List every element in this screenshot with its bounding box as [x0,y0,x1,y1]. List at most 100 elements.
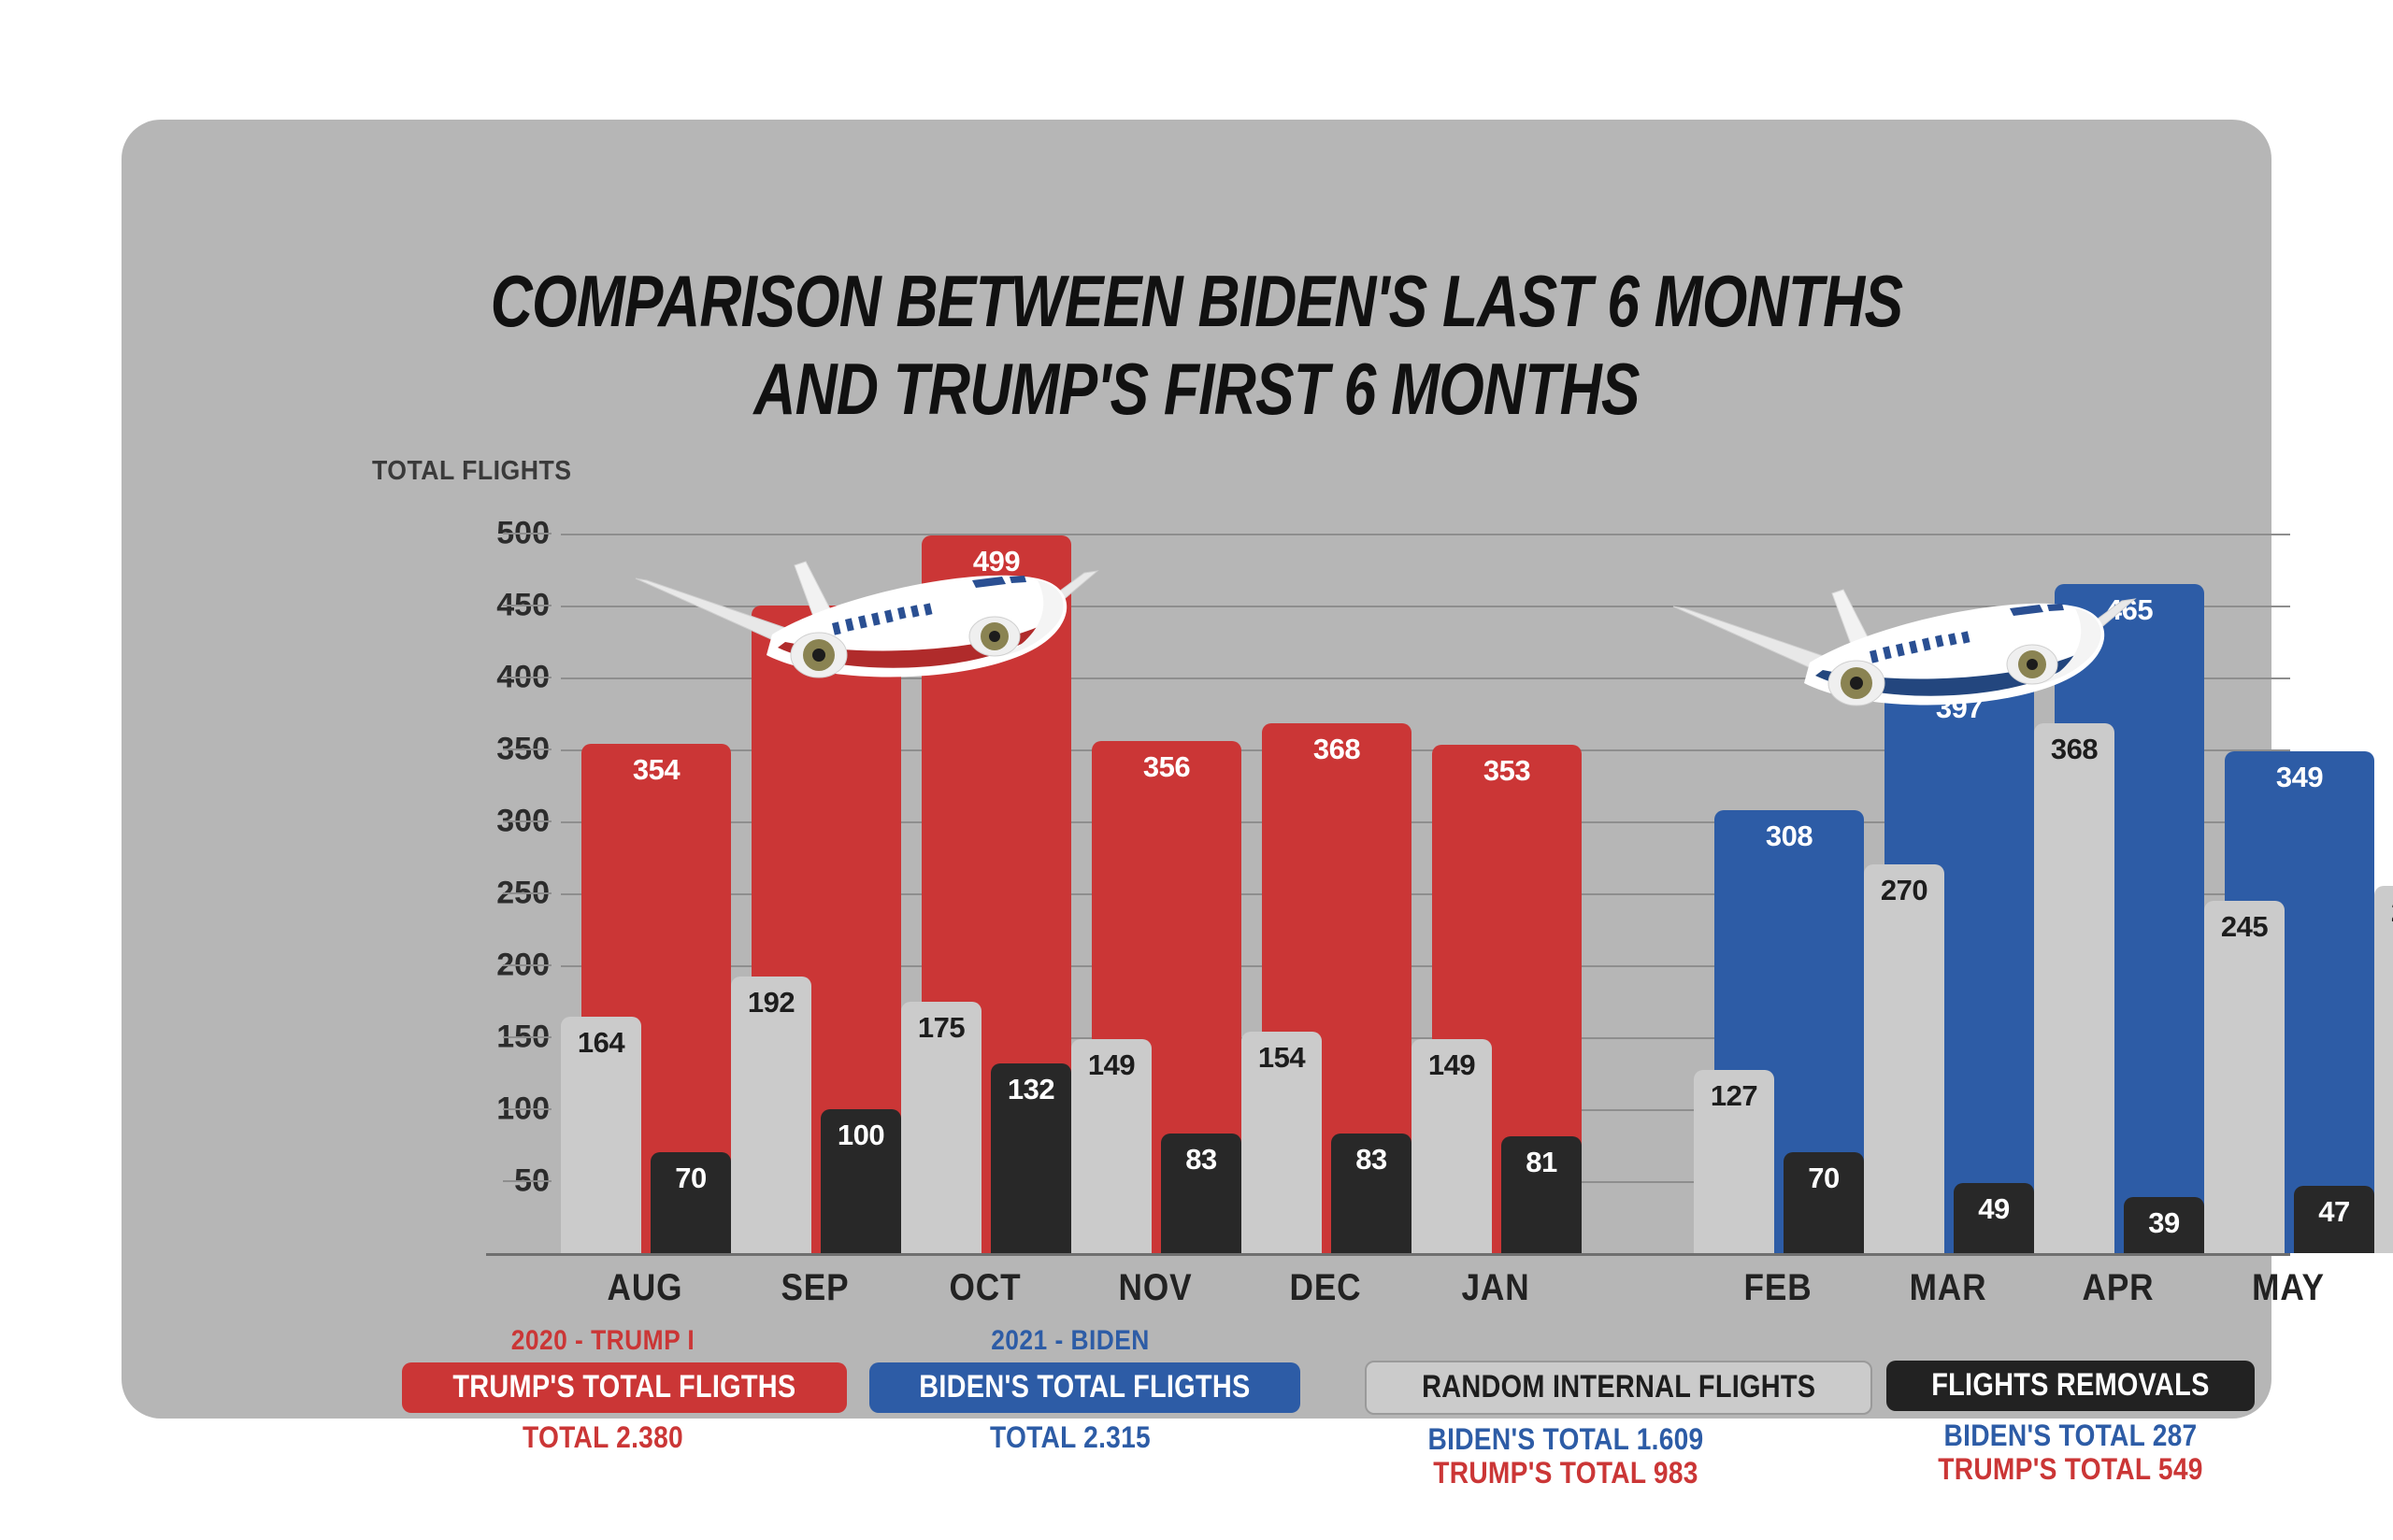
gridline [561,893,2290,895]
bar-value-label: 149 [1427,1048,1476,1081]
bar-value-label: 70 [1808,1162,1840,1195]
bar-group-dec: 368 154 83 DEC [1241,534,1411,1308]
bar-value-label: 164 [577,1026,625,1060]
legend-item-trump-total: 2020 - TRUMP I TRUMP'S TOTAL FLIGTHS TOTAL… [402,1325,847,1454]
gridline [561,749,2290,751]
bar-random-internal-aug[interactable]: 164 [561,1017,641,1253]
gridline [561,534,2290,535]
bar-group-sep: 450 192 100 SEP [731,534,901,1308]
bar-flights-removals-dec[interactable]: 83 [1331,1134,1411,1253]
bar-value-label: 397 [1935,691,1984,724]
bar-random-internal-jun[interactable]: 255 [2374,886,2393,1253]
chart-legend: 2020 - TRUMP I TRUMP'S TOTAL FLIGTHS TOTAL… [122,1325,2271,1540]
bar-random-internal-may[interactable]: 245 [2204,900,2285,1253]
y-axis-tick-mark [503,749,552,750]
bar-random-internal-feb[interactable]: 127 [1694,1070,1774,1253]
bar-group-jun: 33925535JUN [2374,534,2393,1253]
x-axis-label-jan: JAN [1461,1267,1530,1308]
bar-random-internal-apr[interactable]: 368 [2034,723,2114,1253]
x-axis-label-apr: APR [2082,1267,2155,1308]
x-axis-label-dec: DEC [1289,1267,1362,1308]
bar-random-internal-jan[interactable]: 149 [1411,1038,1492,1253]
page-title: COMPARISON BETWEEN BIDEN'S LAST 6 MONTHS… [122,260,2271,430]
bar-value-label: 308 [1765,819,1813,852]
bar-flights-removals-jan[interactable]: 81 [1501,1136,1582,1253]
bar-random-internal-sep[interactable]: 192 [731,977,811,1253]
bar-value-label: 450 [802,615,851,648]
legend-chip-biden-total[interactable]: BIDEN'S TOTAL FLIGTHS [869,1362,1300,1413]
gridline [561,1037,2290,1039]
title-line-1: COMPARISON BETWEEN BIDEN'S LAST 6 MONTHS [490,260,1903,342]
y-axis-tick-mark [503,964,552,966]
legend-total-secondary: TRUMP'S TOTAL 983 [1433,1456,1698,1490]
legend-total-primary: TOTAL 2.315 [990,1420,1151,1454]
bar-flights-removals-nov[interactable]: 83 [1161,1134,1241,1253]
gridline [561,821,2290,823]
x-axis-label-oct: OCT [949,1267,1022,1308]
x-axis-label-feb: FEB [1743,1267,1813,1308]
infographic-card: COMPARISON BETWEEN BIDEN'S LAST 6 MONTHS… [122,120,2393,1490]
y-axis-tick-mark [503,1108,552,1110]
bar-value-label: 70 [675,1162,707,1195]
gridline [561,677,2290,679]
bar-value-label: 354 [632,752,681,786]
bar-value-label: 356 [1142,749,1191,783]
bar-value-label: 47 [2318,1194,2350,1228]
bar-flights-removals-apr[interactable]: 39 [2124,1196,2204,1253]
bar-group-oct: 499 175 132 OCT [901,534,1071,1308]
bar-random-internal-mar[interactable]: 270 [1864,864,1944,1253]
y-axis-tick-mark [503,820,552,822]
bar-value-label: 49 [1978,1191,2010,1225]
legend-item-flights-removals: FLIGHTS REMOVALS BIDEN'S TOTAL 287 TRUMP'S… [1870,1361,2271,1486]
bar-value-label: 368 [2050,733,2099,766]
gridline [561,965,2290,967]
legend-period-label: 2021 - BIDEN [991,1325,1150,1356]
bar-group-aug: 354 164 70 AUG [561,534,731,1308]
y-axis-tick-mark [503,1180,552,1182]
bar-value-label: 255 [2374,897,2393,926]
legend-chip-trump-total[interactable]: TRUMP'S TOTAL FLIGTHS [402,1362,847,1413]
bar-value-label: 154 [1257,1040,1306,1074]
legend-period-label: 2020 - TRUMP I [510,1325,695,1356]
x-axis-label-nov: NOV [1118,1267,1193,1308]
y-axis-tick-mark [503,677,552,678]
bar-flights-removals-feb[interactable]: 70 [1784,1152,1864,1253]
bar-value-label: 245 [2220,909,2269,943]
y-axis-tick-mark [503,533,552,535]
bar-value-label: 81 [1526,1146,1557,1179]
x-axis-label-mar: MAR [1909,1267,1987,1308]
bar-random-internal-dec[interactable]: 154 [1241,1031,1322,1253]
x-axis-label-aug: AUG [607,1267,683,1308]
legend-total-primary: BIDEN'S TOTAL 287 [1943,1419,2198,1452]
bar-value-label: 499 [972,544,1021,578]
bar-group-may: 349 245 47 MAY [2204,534,2374,1308]
bar-value-label: 175 [917,1010,966,1044]
gridline [561,606,2290,607]
y-axis-tick-mark [503,892,552,894]
bar-group-jan: 353 149 81 JAN [1411,534,1582,1308]
legend-total-primary: TOTAL 2.380 [523,1420,683,1454]
bar-value-label: 39 [2148,1205,2180,1239]
bar-random-internal-nov[interactable]: 149 [1071,1038,1152,1253]
bar-value-label: 192 [747,986,795,1020]
legend-chip-random-internal[interactable]: RANDOM INTERNAL FLIGHTS [1365,1361,1873,1415]
bar-value-label: 83 [1355,1143,1387,1176]
chart-plot-area: 50 100 150 200 250 300 350 400 450 500 354 164 70 AU… [486,516,2393,1308]
bar-group-nov: 356 149 83 NOV [1071,534,1241,1308]
bar-random-internal-oct[interactable]: 175 [901,1001,982,1253]
bar-value-label: 132 [1007,1072,1055,1105]
legend-chip-flights-removals[interactable]: FLIGHTS REMOVALS [1886,1361,2255,1411]
bar-flights-removals-aug[interactable]: 70 [651,1152,731,1253]
y-axis-tick-mark [503,605,552,606]
bar-value-label: 83 [1185,1143,1217,1176]
x-axis-baseline [486,1253,2290,1256]
bar-group-feb: 308 127 70 FEB [1694,534,1864,1308]
bar-value-label: 127 [1710,1079,1758,1113]
legend-total-secondary: TRUMP'S TOTAL 549 [1938,1452,2203,1486]
bar-flights-removals-mar[interactable]: 49 [1954,1182,2034,1253]
bar-flights-removals-may[interactable]: 47 [2294,1185,2374,1253]
bar-flights-removals-sep[interactable]: 100 [821,1109,901,1253]
bar-flights-removals-oct[interactable]: 132 [991,1062,1071,1253]
bar-group-apr: 465 368 39 APR [2034,534,2204,1308]
bar-value-label: 349 [2275,760,2324,793]
